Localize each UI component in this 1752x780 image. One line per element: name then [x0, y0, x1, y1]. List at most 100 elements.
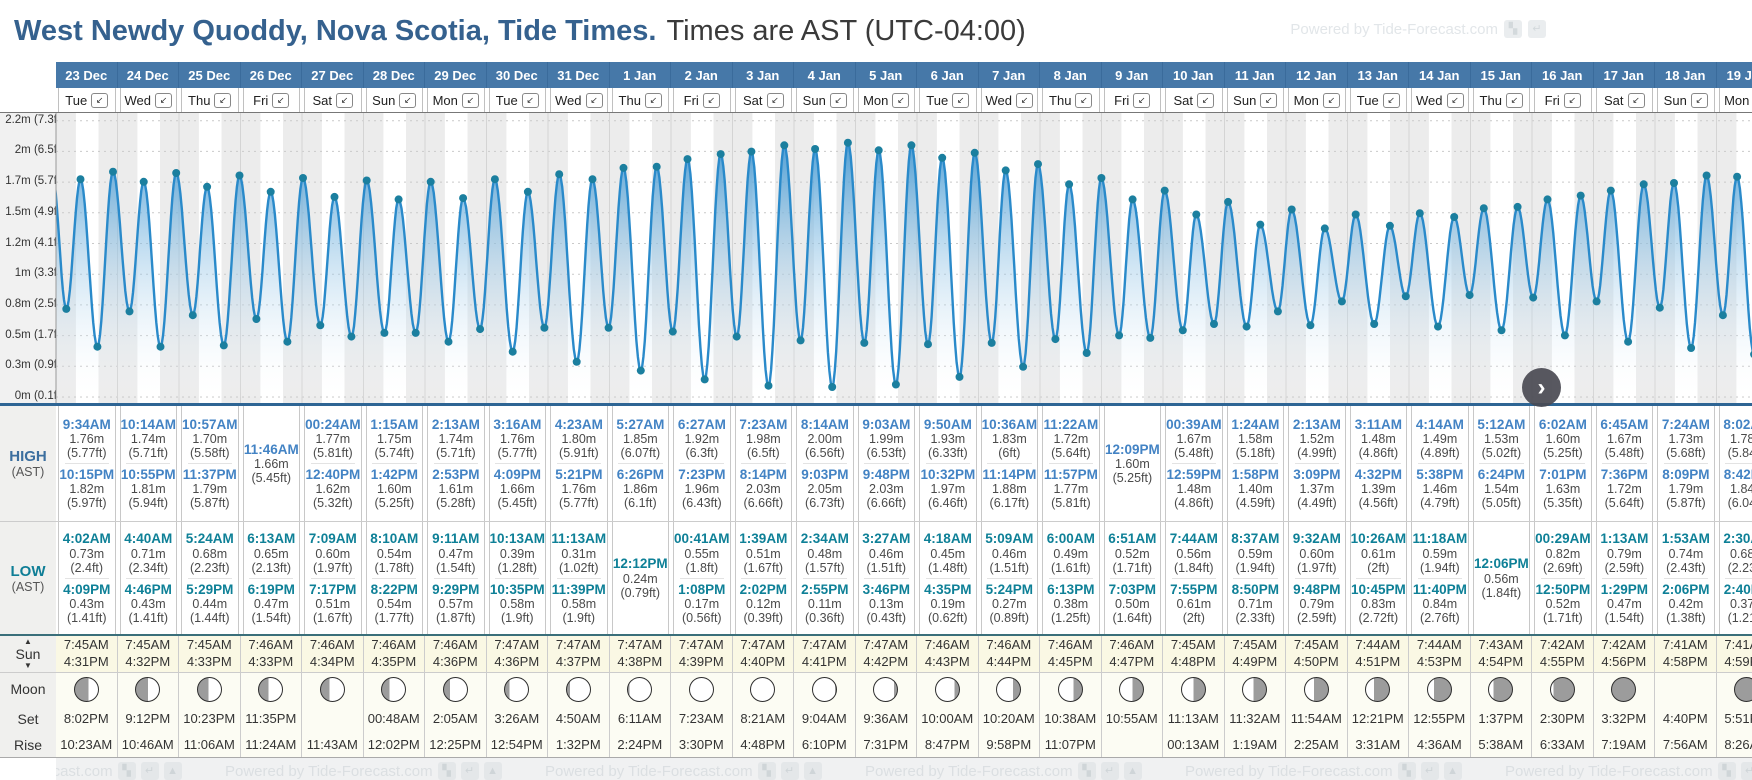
tide-height-m: 1.76m [499, 432, 535, 446]
weekday-label: Sat [312, 92, 332, 108]
tide-height-ft: (5.58ft) [189, 446, 230, 460]
expand-day-icon[interactable]: ↙ [702, 92, 720, 108]
expand-day-icon[interactable]: ↙ [585, 92, 603, 108]
tide-time: 10:55PM [120, 467, 176, 482]
sun-cell: 7:47AM 4:39PM [671, 636, 733, 672]
tide-time: 10:26AM [1350, 531, 1407, 547]
expand-day-icon[interactable]: ↙ [1690, 92, 1708, 108]
tide-height-ft: (1.54ft) [251, 610, 292, 625]
expand-day-icon[interactable]: ↙ [521, 92, 539, 108]
tide-entry: 4:18AM 0.45m (1.48ft) [924, 528, 972, 577]
tide-height-m: 0.79m [1299, 596, 1335, 611]
tide-time: 2:13AM [1292, 416, 1341, 432]
expand-day-icon[interactable]: ↙ [1197, 92, 1214, 108]
high-tide-cell: 4:14AM 1.49m (4.89ft) 5:38PM 1.46m (4.79ft) [1409, 406, 1471, 521]
weekday-cell: Tue ↙ [1348, 88, 1410, 112]
sun-collapse-arrow-icon[interactable]: ▲ [24, 637, 32, 646]
sun-cell: 7:45AM 4:32PM [118, 636, 179, 672]
tide-height-m: 0.47m [1607, 596, 1642, 611]
weekday-cell-inner: Mon↙ [857, 88, 915, 112]
watermark-text: Powered by Tide-Forecast.com [865, 762, 1073, 780]
tide-time: 11:46AM [243, 441, 299, 457]
expand-day-icon[interactable]: ↙ [1382, 92, 1400, 108]
tide-time: 6:02AM [1538, 416, 1587, 432]
expand-day-icon[interactable]: ↙ [1505, 92, 1523, 108]
low-tide-cell-inner: 10:13AM 0.39m (1.28ft) 10:35PM 0.58m (1.9ft) [488, 522, 547, 634]
low-tide-cell: 6:13AM 0.65m (2.13ft) 6:19PM 0.47m (1.54ft) [241, 522, 303, 634]
tide-height-m: 2.00m [807, 432, 843, 446]
tide-time: 11:57PM [1043, 467, 1098, 482]
tide-entry: 8:09PM 1.79m (5.87ft) [1662, 464, 1709, 513]
tide-entry: 9:50AM 1.93m (6.33ft) [924, 414, 972, 463]
sunset-time: 4:32PM [125, 654, 171, 669]
watermark-share-icon: ↵ [460, 762, 479, 780]
expand-day-icon[interactable]: ↙ [1133, 92, 1151, 108]
expand-day-icon[interactable]: ↙ [214, 92, 232, 108]
expand-day-icon[interactable]: ↙ [952, 92, 970, 108]
moon-phase-cell [241, 673, 302, 705]
sunrise-time: 7:41AM [1724, 637, 1752, 653]
moonrise-time-cell: 9:58PM [979, 732, 1040, 757]
tide-height-m: 1.85m [622, 432, 658, 446]
expand-day-icon[interactable]: ↙ [336, 92, 353, 108]
expand-day-icon[interactable]: ↙ [1627, 92, 1645, 108]
tide-entry-divider [618, 463, 663, 464]
tide-time: 1:29PM [1600, 581, 1649, 597]
expand-day-icon[interactable]: ↙ [1563, 92, 1581, 108]
sunset-time: 4:40PM [740, 654, 786, 669]
moon-phase-icon [1488, 676, 1514, 702]
tide-height-ft: (5.35ft) [1543, 496, 1583, 511]
date-label: 27 Dec [311, 67, 354, 83]
tide-entry: 8:14PM 2.03m (6.66ft) [740, 464, 787, 513]
tide-entry: 10:45PM 0.83m (2.72ft) [1351, 579, 1406, 628]
expand-day-icon[interactable]: ↙ [829, 92, 847, 108]
expand-day-icon[interactable]: ↙ [461, 92, 479, 108]
expand-day-icon[interactable]: ↙ [766, 92, 784, 108]
tide-time: 9:50AM [923, 416, 972, 432]
date-label: 11 Jan [1234, 67, 1275, 83]
expand-day-icon[interactable]: ↙ [1260, 92, 1278, 108]
next-days-button[interactable]: › [1522, 368, 1561, 407]
tide-entry: 10:13AM 0.39m (1.28ft) [490, 528, 546, 577]
high-tide-cell-inner: 9:50AM 1.93m (6.33ft) 10:32PM 1.97m (6.46ft) [919, 406, 977, 521]
expand-day-icon[interactable]: ↙ [892, 92, 910, 108]
tide-height-ft: (0.62ft) [928, 610, 968, 625]
tide-height-m: 0.82m [1545, 546, 1581, 561]
expand-day-icon[interactable]: ↙ [644, 92, 662, 108]
weekday-label: Sun [1663, 92, 1687, 108]
expand-day-icon[interactable]: ↙ [1446, 92, 1464, 108]
expand-day-icon[interactable]: ↙ [155, 92, 172, 108]
tide-entry: 7:09AM 0.60m (1.97ft) [309, 528, 357, 577]
weekday-label: Sat [742, 92, 763, 108]
sunrise-time: 7:47AM [740, 637, 786, 653]
expand-day-icon[interactable]: ↙ [1016, 92, 1033, 108]
tide-height-m: 1.73m [1668, 432, 1704, 446]
expand-day-icon[interactable]: ↙ [1075, 92, 1093, 108]
moon-phase-cell [302, 673, 364, 705]
sun-cell: 7:47AM 4:41PM [794, 636, 856, 672]
expand-day-icon[interactable]: ↙ [1322, 92, 1340, 108]
moon-phase-icon [1734, 676, 1752, 702]
expand-day-icon[interactable]: ↙ [91, 92, 109, 108]
tide-height-ft: (2.34ft) [128, 560, 169, 575]
date-label: 9 Jan [1115, 67, 1149, 83]
tide-time: 4:23AM [554, 416, 603, 432]
tide-time: 11:40PM [1412, 581, 1467, 597]
tide-height-ft: (6.66ft) [743, 496, 784, 511]
tide-height-m: 1.81m [130, 482, 166, 497]
tide-height-ft: (1.87ft) [435, 610, 476, 625]
watermark-logo-icon: ▚ [757, 762, 776, 780]
tide-height-ft: (5.84ft) [1727, 446, 1752, 460]
tide-height-m: 0.42m [1668, 596, 1704, 611]
footer-watermark: Powered by Tide-Forecast.com▚↵▲ [1185, 762, 1462, 780]
moon-phase-cell [1348, 673, 1409, 705]
expand-day-icon[interactable]: ↙ [272, 92, 290, 108]
tide-time: 6:45AM [1600, 416, 1649, 432]
y-axis-tick-label: 0.3m (0.9ft) [5, 359, 64, 372]
tide-height-ft: (5.25ft) [1543, 446, 1583, 460]
high-tide-cell-inner: 2:13AM 1.74m (5.71ft) 2:53PM 1.61m (5.28ft) [427, 406, 485, 521]
tide-height-ft: (6.17ft) [989, 496, 1030, 511]
expand-day-icon[interactable]: ↙ [399, 92, 417, 108]
sun-expand-arrow-icon[interactable]: ▼ [24, 661, 32, 670]
